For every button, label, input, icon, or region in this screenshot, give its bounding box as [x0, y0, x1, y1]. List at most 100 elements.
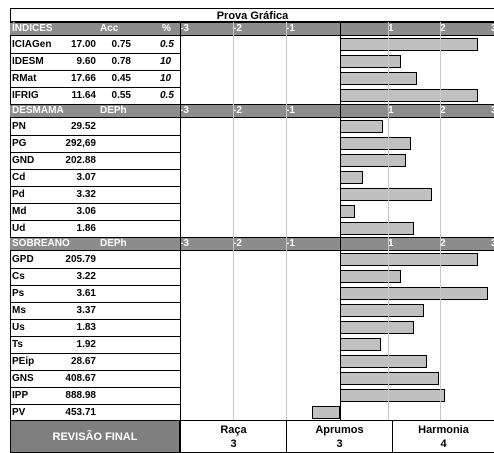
axis-tick-label: -1: [286, 238, 295, 249]
score-bar: [340, 304, 425, 317]
footer-aprumos-value: 3: [336, 438, 343, 450]
row-divider: [10, 268, 180, 269]
section-col1-label: Acc: [100, 23, 119, 34]
axis-tick-label: 2: [440, 238, 446, 249]
row-name: IFRIG: [12, 90, 39, 101]
score-bar: [340, 287, 488, 300]
score-bar: [340, 137, 412, 150]
table-row: RMat 17.66 0.45 10: [10, 70, 494, 87]
row-divider: [10, 70, 180, 71]
table-row: Md 3.06: [10, 203, 494, 220]
row-value: 1.86: [76, 223, 96, 234]
table-row: Ts 1.92: [10, 336, 494, 353]
footer-race-value: 3: [230, 438, 237, 450]
row-name: GNS: [12, 373, 34, 384]
table-row: PN 29.52: [10, 118, 494, 135]
axis-tick-label: -2: [233, 238, 242, 249]
row-name: GND: [12, 155, 35, 166]
row-name: Cd: [12, 172, 26, 183]
row-name: Ts: [12, 339, 23, 350]
axis-tick-label: -1: [286, 105, 295, 116]
score-bar: [340, 171, 363, 184]
row-name: Ps: [12, 288, 25, 299]
score-bar: [340, 120, 384, 133]
table-row: GNS 408.67: [10, 370, 494, 387]
score-bar: [340, 38, 478, 51]
score-bar: [340, 270, 402, 283]
row-divider: [10, 353, 180, 354]
score-bar: [340, 321, 414, 334]
row-name: GPD: [12, 254, 34, 265]
row-divider: [10, 319, 180, 320]
row-name: Cs: [12, 271, 25, 282]
row-accuracy: 0.55: [111, 90, 131, 101]
table-row: Ps 3.61: [10, 285, 494, 302]
row-value: 9.60: [76, 56, 96, 67]
footer-harmony: Harmonia 4: [392, 420, 494, 453]
axis-tick-label: 1: [388, 238, 394, 249]
score-bar: [340, 253, 478, 266]
row-name: PEip: [12, 356, 35, 367]
row-value: 453.71: [65, 407, 96, 418]
footer-aprumos-label: Aprumos: [315, 424, 364, 436]
grid-frame: [10, 22, 494, 420]
page-title: Prova Gráfica: [10, 8, 494, 22]
table-row: Ms 3.37: [10, 302, 494, 319]
row-value: 888.98: [65, 390, 96, 401]
footer-race: Raça 3: [180, 420, 286, 453]
row-value: 1.83: [76, 322, 96, 333]
grid-line: [233, 22, 234, 420]
row-value: 17.66: [70, 73, 96, 84]
row-value: 28.67: [70, 356, 96, 367]
row-divider: [10, 152, 180, 153]
row-divider: [10, 220, 180, 221]
axis-tick-label: 3: [491, 23, 494, 34]
row-value: 202.88: [65, 155, 96, 166]
row-name: PN: [12, 121, 26, 132]
table-row: IPP 888.98: [10, 387, 494, 404]
table-row: PG 292,69: [10, 135, 494, 152]
row-value: 3.07: [76, 172, 96, 183]
section-title: SOBREANO: [12, 238, 70, 249]
footer-harmony-value: 4: [440, 438, 447, 450]
row-percent: 10: [160, 56, 172, 67]
row-value: 3.61: [76, 288, 96, 299]
row-name: Ud: [12, 223, 26, 234]
row-divider: [10, 404, 180, 405]
row-value: 3.22: [76, 271, 96, 282]
axis-tick-label: -2: [233, 105, 242, 116]
row-divider: [10, 203, 180, 204]
score-bar: [340, 355, 427, 368]
row-value: 292,69: [65, 138, 96, 149]
axis-tick-label: -2: [233, 23, 242, 34]
table-row: Pd 3.32: [10, 186, 494, 203]
axis-tick-label: 3: [491, 238, 494, 249]
axis-tick-label: 3: [491, 105, 494, 116]
zero-axis-line: [340, 22, 341, 420]
row-divider: [10, 135, 180, 136]
axis-tick-label: 1: [388, 23, 394, 34]
score-bar: [340, 188, 432, 201]
section-header: DESMAMA DEPh -3 -2 -1 1 2 3: [10, 104, 494, 118]
final-review-label: REVISÃO FINAL: [10, 420, 180, 453]
table-row: ICIAGen 17.00 0.75 0.5: [10, 36, 494, 53]
axis-tick-label: -3: [180, 23, 189, 34]
grid-line: [388, 22, 389, 420]
row-divider: [10, 169, 180, 170]
axis-tick-label: 2: [440, 105, 446, 116]
row-percent: 0.5: [160, 90, 174, 101]
row-name: PG: [12, 138, 27, 149]
section-col1-label: DEPh: [100, 238, 127, 249]
row-name: RMat: [12, 73, 37, 84]
table-row: GND 202.88: [10, 152, 494, 169]
score-bar: [311, 406, 340, 419]
footer-harmony-label: Harmonia: [418, 424, 469, 436]
section-col2-label: %: [162, 23, 171, 34]
score-bar: [340, 72, 417, 85]
grid-line: [286, 22, 287, 420]
axis-tick-label: 1: [388, 105, 394, 116]
score-bar: [340, 389, 445, 402]
row-value: 17.00: [70, 39, 96, 50]
section-header: ÍNDICES Acc% -3 -2 -1 1 2 3: [10, 22, 494, 36]
table-row: Cs 3.22: [10, 268, 494, 285]
